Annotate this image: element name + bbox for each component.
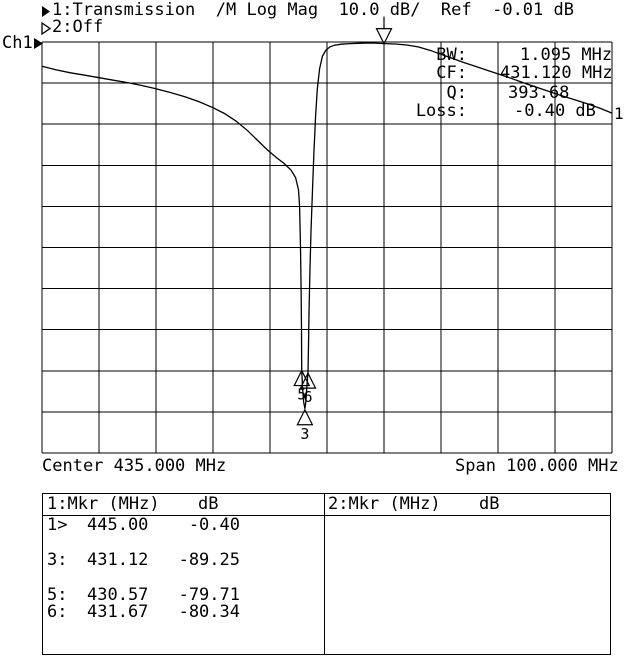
bw-label: BW:: [436, 45, 467, 65]
marker-row-db: -80.34: [178, 602, 240, 622]
channel-label: Ch1: [2, 33, 33, 53]
marker-row-label: 5:: [47, 585, 68, 605]
marker-5-number: 5: [297, 386, 306, 404]
marker-6-number: 6: [304, 388, 313, 406]
marker-3-number: 3: [300, 425, 309, 443]
cf-value: 431.120 MHz: [500, 63, 613, 83]
active-channel-icon: [42, 6, 50, 17]
marker-table-header-ch1: 1:Mkr (MHz): [47, 494, 160, 514]
channel-pointer-icon: [34, 38, 43, 49]
marker-table-header-ch2-unit: dB: [479, 494, 500, 514]
marker-row-freq: 431.67: [87, 602, 149, 622]
loss-value: -0.40 dB: [514, 101, 596, 121]
marker-row-db: -79.71: [178, 585, 240, 605]
marker-table-divider: [324, 494, 325, 654]
marker-table-header-separator: [43, 515, 610, 516]
marker-1-icon: [375, 16, 393, 45]
marker-row-freq: 431.12: [87, 550, 149, 570]
inactive-channel-icon: [41, 22, 51, 35]
marker-row-db: -89.25: [178, 550, 240, 570]
measurement-title-line2: 2:Off: [52, 17, 104, 37]
marker-row-db: -0.40: [188, 515, 240, 535]
marker-3-icon: 3: [296, 408, 314, 443]
measurement-title-line1: 1:Transmission /M Log Mag 10.0 dB/ Ref -…: [52, 0, 574, 20]
marker-table-header-ch2: 2:Mkr (MHz): [328, 494, 441, 514]
marker-row-freq: 445.00: [87, 515, 149, 535]
marker-row-label: 1>: [47, 515, 68, 535]
marker-row-label: 3:: [47, 550, 68, 570]
marker-table-header-ch1-unit: dB: [198, 494, 219, 514]
marker-table: 1:Mkr (MHz) dB 2:Mkr (MHz) dB 1> 445.00 …: [42, 493, 611, 655]
marker-row-label: 6:: [47, 602, 68, 622]
center-frequency-label: Center 435.000 MHz: [42, 456, 227, 476]
span-label: Span 100.000 MHz: [455, 456, 619, 476]
q-label: Q:: [446, 83, 467, 103]
q-value: 393.68: [508, 83, 570, 103]
loss-label: Loss:: [415, 101, 467, 121]
trace-1: [41, 42, 613, 409]
marker-6-icon: 6: [299, 371, 317, 406]
cf-label: CF:: [436, 63, 467, 83]
trace-number-label: 1: [614, 104, 624, 123]
bw-value: 1.095 MHz: [520, 45, 613, 65]
graticule: [41, 41, 613, 454]
marker-row-freq: 430.57: [87, 585, 149, 605]
